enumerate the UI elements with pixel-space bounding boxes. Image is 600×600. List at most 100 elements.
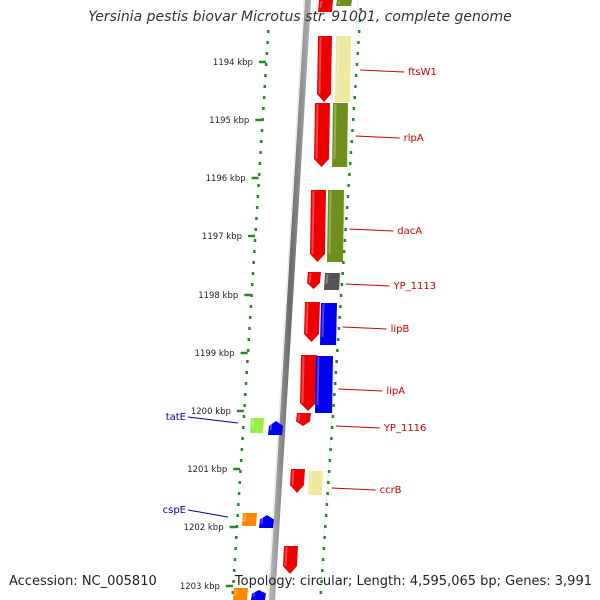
outer-ring-dot	[237, 492, 241, 495]
gene-label-leader	[355, 135, 400, 139]
gene-arrow-red-highlight	[311, 191, 315, 254]
gene-label: ftsW1	[408, 67, 437, 78]
inner-ring-dot	[348, 173, 351, 176]
inner-ring-dot	[354, 85, 357, 88]
gene-label-leader	[349, 228, 394, 232]
outer-ring-dot	[236, 514, 239, 517]
gene-arrow-blue-highlight	[269, 422, 273, 431]
inner-ring-dot	[326, 492, 329, 495]
gene-arrow-red	[318, 0, 333, 12]
inner-ring-dot	[332, 404, 335, 407]
gene-label-leader	[187, 416, 239, 424]
inner-ring-dot	[333, 382, 337, 385]
gene-label-leader	[338, 388, 383, 392]
inner-ring-dot	[341, 272, 344, 275]
outer-ring-dot	[264, 63, 268, 66]
inner-ring-dot	[342, 261, 345, 264]
gene-label-leader	[342, 326, 387, 330]
inner-ring-dot	[344, 228, 347, 231]
outer-ring-dot	[249, 305, 253, 308]
gene-block-highlight	[234, 589, 238, 596]
gene-block	[233, 588, 248, 600]
gene-label: lipB	[391, 324, 410, 335]
outer-ring-dot	[248, 327, 251, 330]
gene-block-highlight	[316, 357, 320, 405]
outer-ring-dot	[262, 107, 265, 110]
scale-tick-label: 1200 kbp	[191, 407, 231, 417]
scale-tick-label: 1198 kbp	[198, 291, 238, 301]
inner-ring-dot	[339, 305, 342, 308]
inner-ring-dot	[351, 118, 355, 121]
inner-ring-dot	[319, 591, 323, 594]
gene-arrow-red	[296, 413, 311, 426]
gene-block-highlight	[328, 191, 332, 254]
outer-ring-dot	[246, 349, 250, 352]
outer-ring-dot	[259, 151, 262, 154]
outer-ring-dot	[255, 206, 259, 209]
scale-tick-label: 1197 kbp	[202, 232, 242, 242]
gene-block	[320, 303, 337, 345]
gene-arrow-blue	[268, 421, 283, 435]
outer-ring-dot	[238, 481, 242, 484]
gene-arrow-red-highlight	[315, 104, 319, 159]
inner-ring-dot	[324, 514, 328, 517]
gene-block-highlight	[251, 419, 255, 428]
gene-arrow-red-highlight	[319, 1, 323, 8]
gene-arrow-red	[317, 36, 332, 102]
inner-ring-dot	[321, 558, 325, 561]
gene-label-leader	[345, 283, 390, 287]
inner-ring-dot	[359, 8, 362, 11]
outer-ring-dot	[233, 558, 237, 561]
gene-block-highlight	[333, 104, 337, 159]
inner-ring-dot	[324, 525, 327, 528]
gene-label-leader	[360, 69, 405, 73]
outer-ring-dot	[242, 415, 246, 418]
track-edge-left	[267, 0, 305, 600]
inner-ring-dot	[336, 338, 340, 341]
outer-ring-dot	[234, 547, 237, 550]
inner-ring-dot	[330, 426, 334, 429]
inner-ring-dot	[320, 580, 323, 583]
gene-label: tatE	[166, 412, 186, 423]
inner-ring-dot	[346, 195, 350, 198]
outer-ring-dot	[257, 184, 260, 187]
accession-label: Accession: NC_005810	[9, 574, 157, 589]
outer-ring-dot	[260, 129, 264, 132]
gene-block	[250, 418, 264, 433]
outer-ring-dot	[250, 294, 253, 297]
gene-arrow-red-highlight	[291, 470, 295, 485]
genome-backbone	[269, 0, 311, 600]
inner-ring-dot	[335, 360, 338, 363]
outer-ring-dot	[255, 217, 258, 220]
inner-ring-dot	[329, 448, 332, 451]
inner-ring-dot	[327, 470, 331, 473]
gene-label: rlpA	[404, 133, 424, 144]
outer-ring-dot	[247, 338, 251, 341]
inner-ring-dot	[337, 327, 341, 330]
inner-ring-dot	[328, 459, 332, 462]
gene-arrow-red	[314, 103, 330, 167]
gene-label: lipA	[386, 386, 405, 397]
gene-label-leader	[187, 509, 229, 518]
gene-block-highlight	[321, 304, 325, 337]
gene-arrow-red-highlight	[301, 356, 305, 403]
outer-ring-dot	[235, 525, 239, 528]
gene-block	[336, 0, 352, 6]
gene-block-highlight	[243, 514, 247, 522]
inner-ring-dot	[331, 415, 335, 418]
gene-block	[308, 471, 323, 495]
scale-tick-label: 1194 kbp	[213, 58, 253, 68]
gene-label: dacA	[397, 226, 422, 237]
track-edge-right	[319, 0, 359, 600]
gene-label: YP_1116	[383, 423, 427, 434]
outer-ring-dot	[264, 74, 267, 77]
inner-ring-dot	[347, 184, 350, 187]
inner-ring-dot	[354, 74, 358, 77]
gene-label-leader	[331, 487, 376, 491]
inner-ring-dot	[358, 19, 362, 22]
outer-ring-dot	[256, 195, 260, 198]
outer-ring-dot	[244, 393, 247, 396]
outer-ring-dot	[251, 272, 255, 275]
